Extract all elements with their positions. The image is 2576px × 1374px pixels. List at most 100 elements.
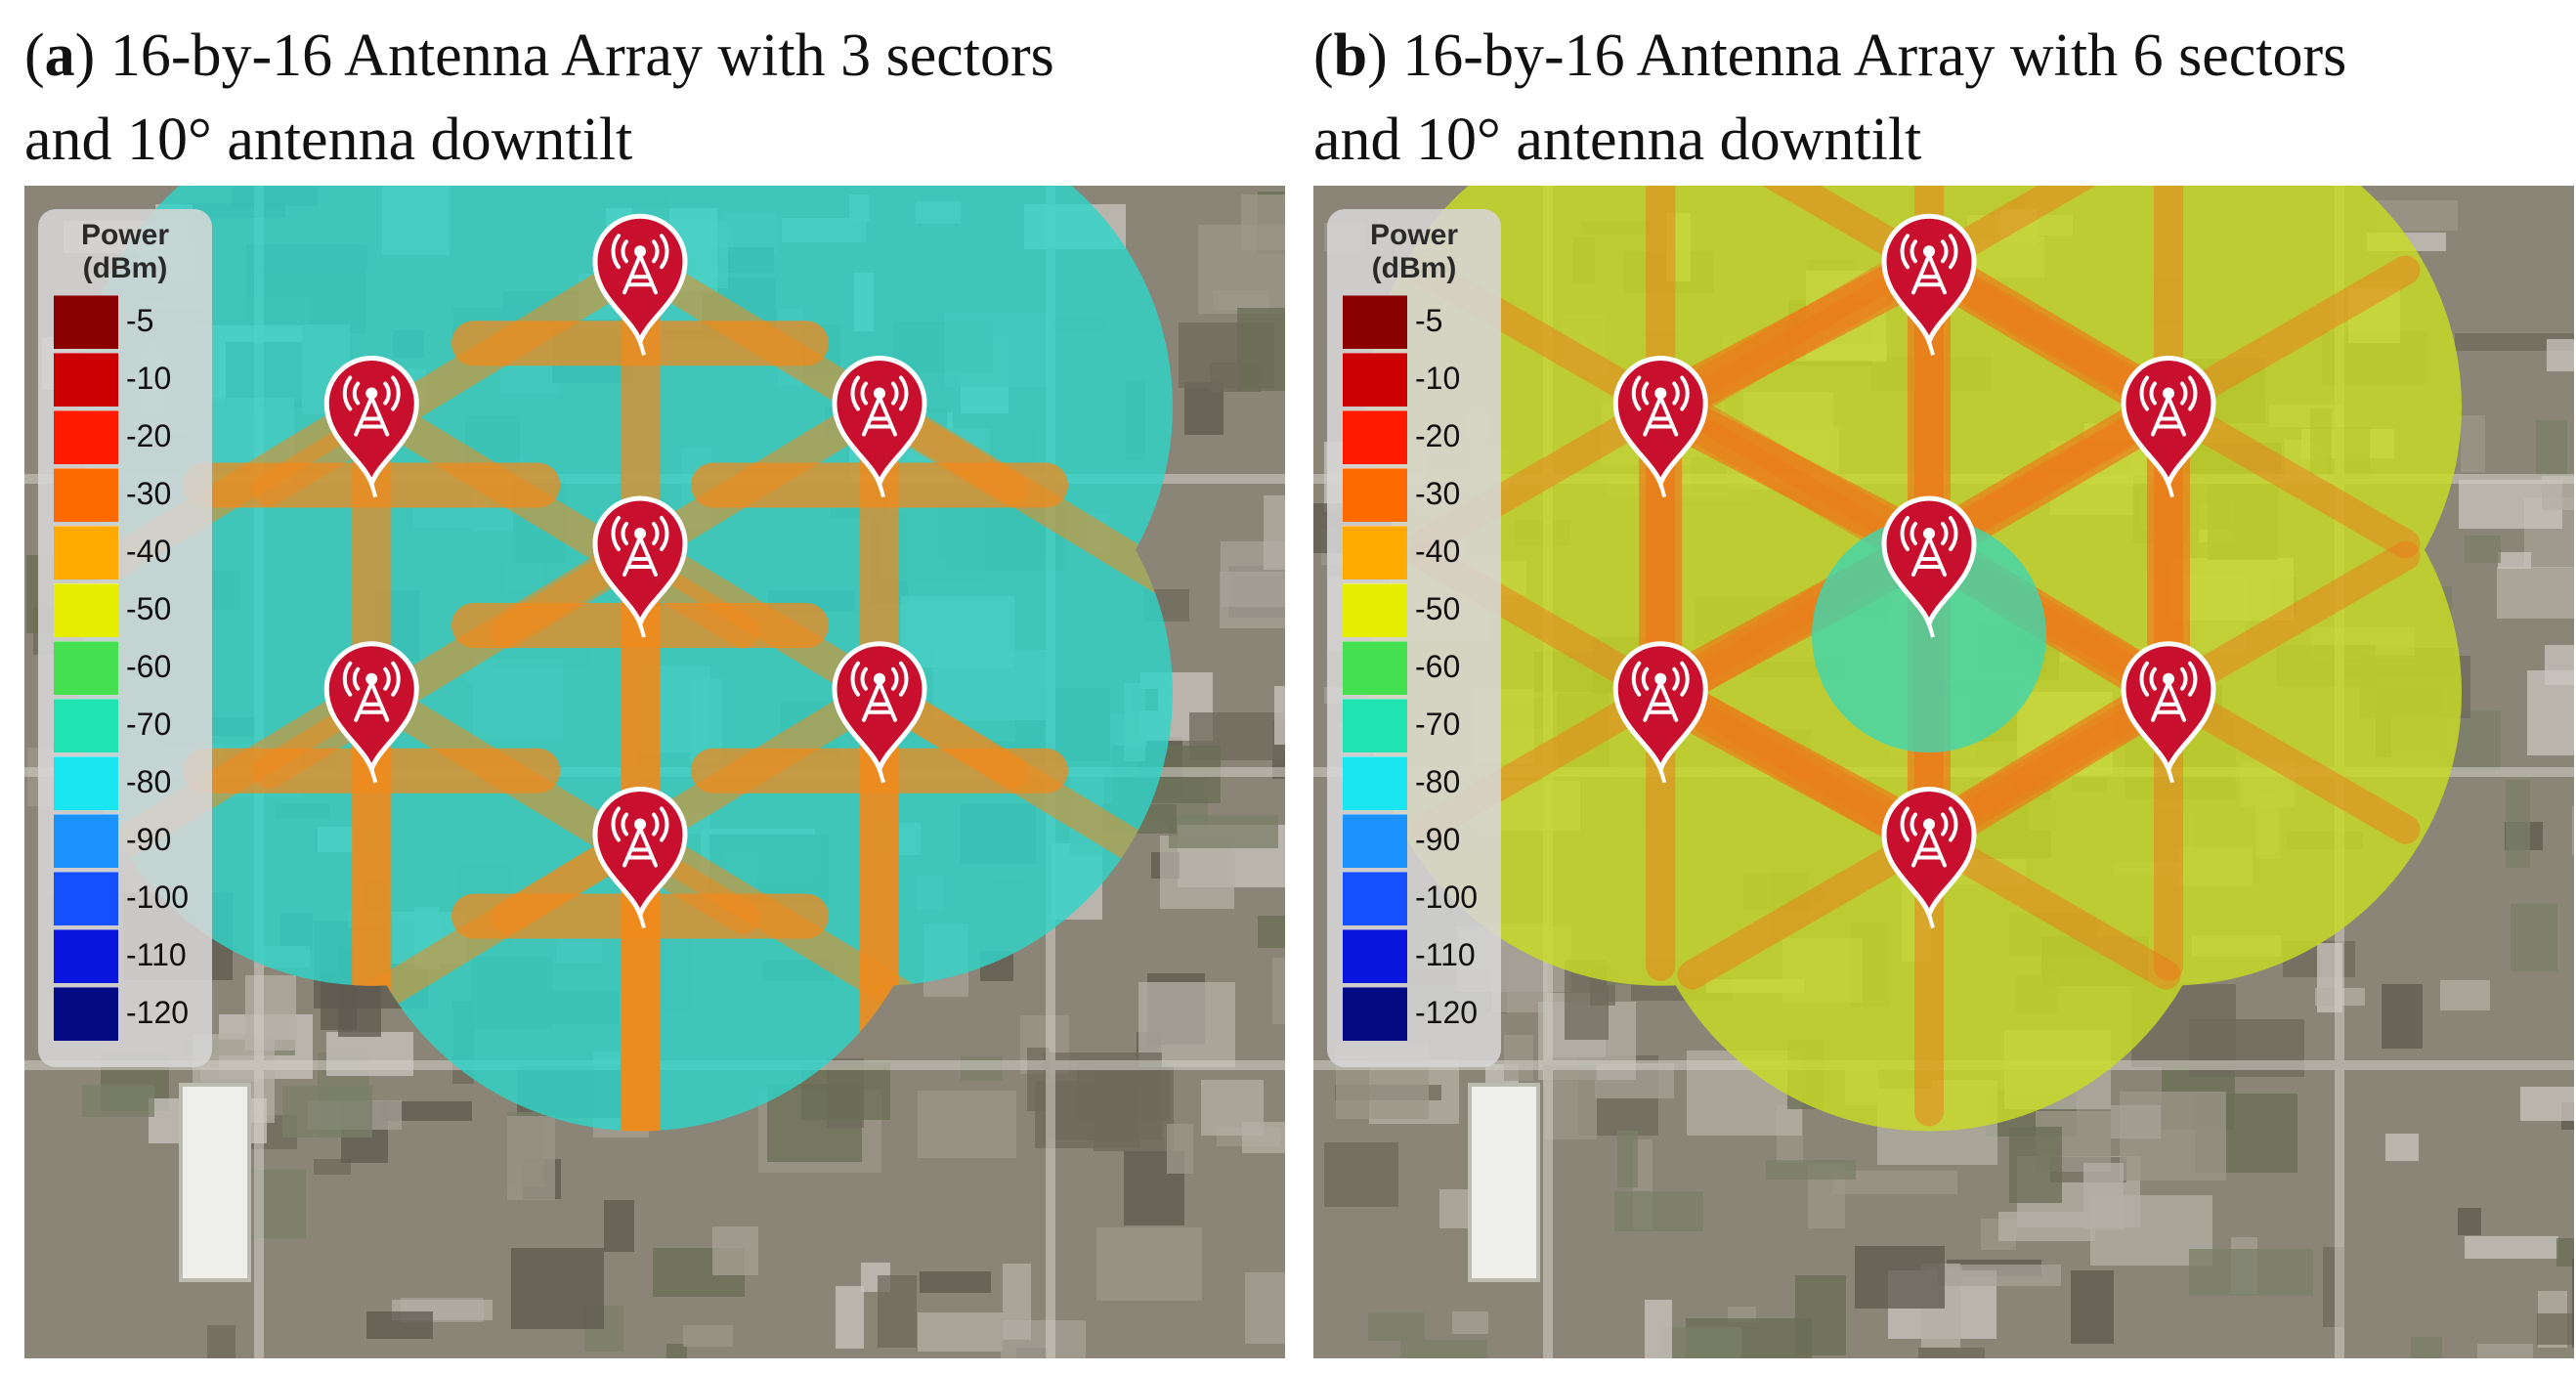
legend-label: -20 bbox=[1415, 418, 1461, 453]
city-block bbox=[2498, 552, 2531, 569]
caption-letter: a bbox=[44, 22, 75, 89]
legend-entry: -60 bbox=[1343, 639, 1499, 696]
city-block bbox=[2440, 980, 2490, 1010]
city-block bbox=[2458, 1208, 2481, 1235]
city-block bbox=[2465, 1236, 2558, 1259]
legend-entry: -50 bbox=[54, 581, 210, 638]
city-block bbox=[1274, 686, 1285, 745]
city-block bbox=[683, 1325, 733, 1347]
legend-swatch bbox=[54, 929, 118, 983]
cell-tower-pin-icon bbox=[592, 495, 688, 638]
legend-title: Power (dBm) bbox=[1327, 219, 1501, 285]
legend-label: -60 bbox=[1415, 649, 1461, 684]
legend-entry: -30 bbox=[1343, 466, 1499, 523]
city-block bbox=[282, 1086, 372, 1138]
city-block bbox=[1766, 1160, 1856, 1180]
legend-label: -50 bbox=[126, 591, 172, 626]
legend-swatch bbox=[54, 756, 118, 810]
city-block bbox=[2506, 780, 2530, 868]
cell-tower-pin-icon bbox=[832, 356, 927, 498]
legend-entry: -40 bbox=[54, 524, 210, 580]
beam bbox=[252, 248, 657, 507]
city-block bbox=[1167, 1124, 1193, 1174]
coverage-map[interactable]: Power (dBm) -5 -10 -20 -30 -40 -50 -60 -70 -80 -90 -… bbox=[24, 186, 1285, 1358]
legend-label: -80 bbox=[126, 764, 172, 799]
city-block bbox=[2545, 645, 2574, 685]
cell-tower-pin-icon bbox=[1612, 641, 1708, 784]
caption-title: 16-by-16 Antenna Array with 6 sectors bbox=[1402, 22, 2347, 89]
city-block bbox=[366, 1311, 433, 1339]
panel-b: (b) 16-by-16 Antenna Array with 6 sector… bbox=[1313, 0, 2574, 1374]
city-block bbox=[1504, 1035, 1533, 1081]
city-block bbox=[1938, 1265, 2061, 1286]
legend-swatch bbox=[1343, 410, 1407, 464]
city-block bbox=[1645, 1300, 1672, 1358]
legend-label: -50 bbox=[1415, 591, 1461, 626]
legend-title-line-2: (dBm) bbox=[82, 252, 168, 284]
legend-swatch bbox=[1343, 641, 1407, 695]
legend-label: -20 bbox=[126, 418, 172, 453]
caption-line-2: and 10° antenna downtilt bbox=[1313, 107, 1922, 173]
legend-title-line-1: Power bbox=[80, 219, 170, 251]
legend-title: Power (dBm) bbox=[38, 219, 212, 285]
legend-entry: -110 bbox=[54, 927, 210, 984]
city-block bbox=[2071, 1270, 2114, 1344]
beam bbox=[355, 390, 760, 649]
city-block bbox=[1220, 572, 1285, 628]
city-block bbox=[207, 1325, 236, 1358]
city-block bbox=[382, 1101, 472, 1121]
caption-letter: b bbox=[1333, 22, 1368, 89]
city-block bbox=[2556, 1238, 2574, 1267]
legend-swatch bbox=[54, 987, 118, 1041]
legend-entry: -90 bbox=[54, 812, 210, 869]
city-block bbox=[2497, 567, 2574, 619]
beam bbox=[863, 390, 1173, 649]
cell-tower-pin-icon bbox=[592, 787, 688, 929]
power-legend: Power (dBm) -5 -10 -20 -30 -40 -50 -60 -70 -80 -90 -… bbox=[38, 209, 212, 1067]
caption-line-1: (b) 16-by-16 Antenna Array with 6 sector… bbox=[1313, 22, 2347, 89]
city-block bbox=[1660, 1327, 1741, 1358]
city-block bbox=[918, 1091, 1016, 1158]
city-block bbox=[1201, 1080, 1264, 1136]
city-block bbox=[2461, 415, 2485, 472]
legend-entry: -80 bbox=[1343, 754, 1499, 811]
city-block bbox=[2385, 1134, 2419, 1161]
city-block bbox=[2382, 984, 2423, 1049]
legend-entry: -40 bbox=[1343, 524, 1499, 580]
legend-swatch bbox=[1343, 295, 1407, 349]
legend-label: -120 bbox=[126, 995, 190, 1030]
cell-tower-pin-icon bbox=[323, 356, 419, 498]
legend-label: -100 bbox=[126, 880, 190, 915]
cell-tower-pin-icon bbox=[1881, 495, 1977, 638]
cell-tower-pin-icon bbox=[1881, 787, 1977, 929]
cell-tower-pin-icon bbox=[2121, 641, 2216, 784]
legend-swatch bbox=[54, 641, 118, 695]
legend-entry: -5 bbox=[1343, 293, 1499, 350]
legend-title-line-1: Power bbox=[1369, 219, 1459, 251]
city-block bbox=[1452, 1311, 1488, 1334]
legend-label: -10 bbox=[1415, 361, 1461, 396]
legend-swatch bbox=[1343, 814, 1407, 868]
city-block bbox=[1264, 495, 1285, 570]
city-block bbox=[2009, 1127, 2062, 1203]
legend-entry: -20 bbox=[54, 408, 210, 465]
legend-entry: -120 bbox=[1343, 985, 1499, 1042]
city-block bbox=[2465, 536, 2501, 563]
city-block bbox=[200, 1067, 257, 1082]
legend-swatch bbox=[1343, 526, 1407, 580]
legend-entry: -110 bbox=[1343, 927, 1499, 984]
legend-label: -100 bbox=[1415, 880, 1479, 915]
legend-swatch bbox=[1343, 872, 1407, 925]
city-block bbox=[878, 1275, 917, 1348]
city-block bbox=[920, 1271, 991, 1293]
city-block bbox=[1169, 815, 1278, 848]
coverage-map[interactable]: Power (dBm) -5 -10 -20 -30 -40 -50 -60 -70 -80 -90 -… bbox=[1313, 186, 2574, 1358]
city-block bbox=[511, 1248, 604, 1329]
city-block bbox=[2477, 1344, 2533, 1358]
panel-caption: (b) 16-by-16 Antenna Array with 6 sector… bbox=[1313, 14, 2574, 182]
cell-tower-pin-icon bbox=[323, 641, 419, 784]
legend-swatch bbox=[54, 814, 118, 868]
legend-label: -90 bbox=[126, 822, 172, 857]
legend-entry: -90 bbox=[1343, 812, 1499, 869]
city-block bbox=[1003, 1264, 1031, 1340]
